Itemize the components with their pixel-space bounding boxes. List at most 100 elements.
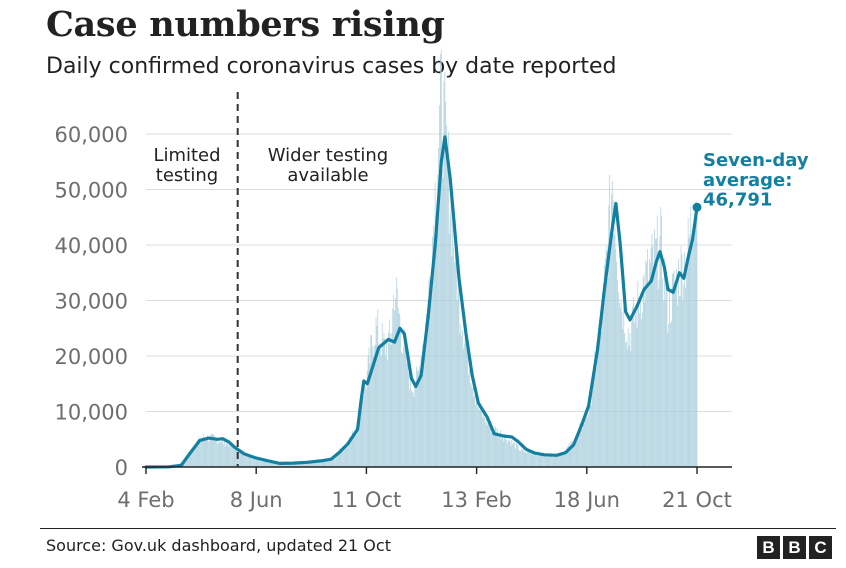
daily-case-bar <box>678 259 679 467</box>
daily-case-bar <box>478 409 480 467</box>
daily-case-bar <box>210 434 212 467</box>
daily-case-bar <box>328 459 330 467</box>
daily-case-bar <box>432 225 434 467</box>
daily-case-bar <box>324 460 326 467</box>
y-tick-label: 20,000 <box>55 345 128 369</box>
daily-case-bar <box>621 311 623 467</box>
daily-case-bar <box>683 284 685 467</box>
daily-case-bar <box>398 312 400 467</box>
daily-case-bar <box>355 430 357 467</box>
daily-case-bar <box>482 416 484 467</box>
daily-case-bar <box>613 234 615 467</box>
daily-case-bar <box>424 342 425 467</box>
daily-case-bar <box>494 425 496 467</box>
daily-case-bar <box>574 444 575 467</box>
daily-case-bar <box>644 302 646 467</box>
daily-case-bar <box>537 451 539 467</box>
daily-case-bar <box>232 446 234 467</box>
gridlines <box>146 133 732 412</box>
daily-case-bar <box>241 450 243 467</box>
daily-case-bar <box>209 440 210 467</box>
daily-case-bar <box>372 346 373 467</box>
limited-testing-label: testing <box>156 165 218 186</box>
daily-case-bar <box>546 456 548 467</box>
daily-case-bar <box>390 344 392 467</box>
daily-case-bar <box>562 452 564 467</box>
daily-case-bar <box>237 452 238 467</box>
daily-case-bar <box>476 400 477 467</box>
daily-case-bar <box>666 277 668 467</box>
daily-case-bar <box>454 262 455 467</box>
daily-case-bar <box>343 447 344 467</box>
daily-case-bar <box>296 462 298 467</box>
chart-subtitle: Daily confirmed coronavirus cases by dat… <box>46 54 617 79</box>
daily-case-bar <box>310 460 312 467</box>
daily-case-bar <box>328 459 329 467</box>
daily-case-bar <box>466 346 468 467</box>
daily-case-bar <box>410 390 412 467</box>
daily-case-bar <box>636 328 638 467</box>
daily-case-bar <box>313 460 315 467</box>
daily-case-bar <box>500 439 502 467</box>
logo-letter: B <box>783 536 806 559</box>
daily-case-bar <box>260 461 261 467</box>
daily-case-bar <box>443 81 445 467</box>
daily-case-bar <box>554 455 556 467</box>
daily-case-bar <box>334 455 335 467</box>
latest-average-label: Seven-day <box>703 150 809 171</box>
daily-case-bar <box>618 292 619 467</box>
daily-case-bar <box>469 369 470 467</box>
daily-case-bar <box>280 463 282 467</box>
daily-case-bar <box>492 429 494 467</box>
daily-case-bar <box>461 336 462 467</box>
daily-case-bar <box>694 227 696 467</box>
daily-case-bar <box>400 331 402 467</box>
daily-case-bar <box>298 461 300 467</box>
daily-case-bar <box>503 441 505 467</box>
daily-case-bar <box>517 444 519 467</box>
daily-case-bar <box>574 441 576 467</box>
daily-case-bar <box>250 458 252 467</box>
daily-case-bar <box>367 356 369 467</box>
daily-case-bar <box>360 392 362 467</box>
daily-case-bar <box>311 461 313 467</box>
daily-case-bar <box>581 430 582 467</box>
daily-case-bar <box>198 436 200 467</box>
daily-case-bar <box>566 446 568 467</box>
daily-case-bar <box>639 313 641 467</box>
daily-case-bar <box>649 262 651 467</box>
daily-case-bar <box>420 356 422 467</box>
daily-case-bar <box>416 366 417 467</box>
daily-case-bar <box>462 330 463 467</box>
daily-case-bar <box>622 329 624 467</box>
daily-case-bar <box>339 447 341 467</box>
daily-case-bar <box>536 454 537 467</box>
daily-case-bar <box>242 453 244 467</box>
daily-case-bar <box>384 339 386 467</box>
daily-case-bar <box>656 238 657 467</box>
daily-case-bar <box>506 440 507 467</box>
daily-case-bar <box>651 233 653 467</box>
wider-testing-label: available <box>287 165 368 186</box>
daily-case-bar <box>207 435 209 467</box>
daily-case-bar <box>253 458 254 467</box>
daily-case-bar <box>515 442 517 467</box>
daily-case-bar <box>587 417 588 467</box>
daily-case-bar <box>693 238 695 467</box>
daily-case-bar <box>560 456 562 467</box>
daily-case-bar <box>215 437 216 467</box>
y-tick-label: 40,000 <box>55 234 128 258</box>
daily-case-bar <box>573 446 574 467</box>
daily-case-bar <box>272 462 274 467</box>
daily-case-bar <box>507 443 508 467</box>
daily-case-bar <box>449 214 451 467</box>
limited-testing-label: Limited <box>153 145 220 166</box>
daily-case-bar <box>373 345 375 467</box>
daily-case-bar <box>208 441 209 467</box>
daily-case-bar <box>600 323 602 467</box>
daily-case-bar <box>522 449 523 467</box>
daily-case-bar <box>240 450 242 467</box>
daily-case-bar <box>599 317 601 467</box>
daily-case-bar <box>265 461 267 467</box>
